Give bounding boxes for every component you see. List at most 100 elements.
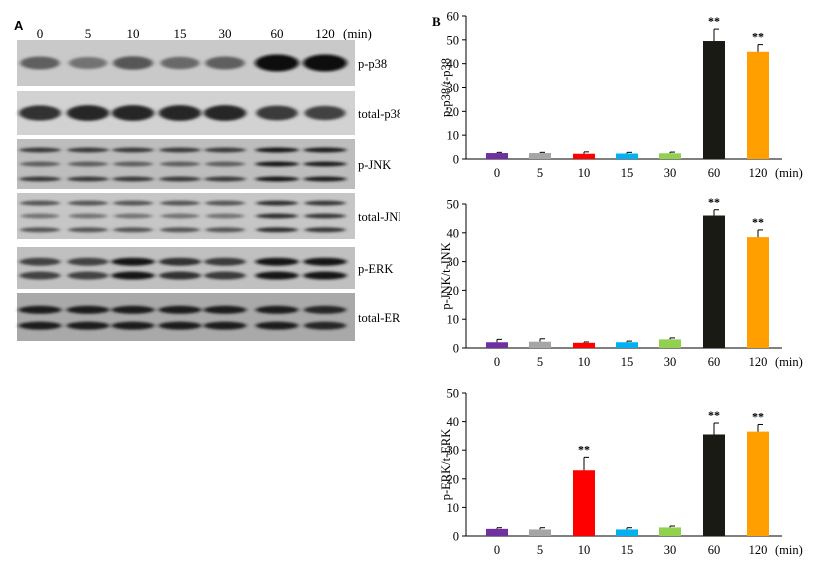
blot-band <box>256 200 298 206</box>
x-tick-label: 30 <box>664 543 677 557</box>
blot-time-label: 120 <box>315 26 335 41</box>
x-tick-label: 10 <box>578 355 591 369</box>
blot-strip: p-p38 <box>17 40 387 86</box>
blot-band <box>111 305 155 314</box>
blot-band <box>255 321 299 330</box>
blot-band <box>204 257 246 266</box>
x-tick-label: 0 <box>494 543 500 557</box>
blot-band <box>111 105 155 121</box>
blot-band <box>19 271 61 280</box>
x-tick-label: 15 <box>621 355 634 369</box>
bar <box>747 237 769 348</box>
y-tick-label: 60 <box>447 10 460 24</box>
x-tick-label: 30 <box>664 166 677 180</box>
blot-band <box>204 147 246 153</box>
bar <box>703 41 725 159</box>
bar-chart: 0 10 20 30 40 50 p-JNK/t-JNK 0 5 10 15 30 ** 60 ** 120 (… <box>439 195 803 369</box>
y-axis-label: p-JNK/t-JNK <box>439 242 453 309</box>
x-unit-label: (min) <box>775 543 803 557</box>
bar <box>573 342 595 348</box>
blot-label: total-p38 <box>358 107 400 121</box>
blot-label: total-ERK <box>358 311 400 325</box>
blot-band <box>256 105 298 121</box>
y-tick-label: 40 <box>447 226 460 240</box>
blot-band <box>159 257 201 266</box>
blot-strip: total-JNK <box>17 193 407 239</box>
blot-band <box>112 147 154 153</box>
x-tick-label: 120 <box>749 166 768 180</box>
y-tick-label: 40 <box>447 57 460 71</box>
y-tick-label: 50 <box>447 33 460 47</box>
x-tick-label: 10 <box>578 543 591 557</box>
bar <box>529 341 551 348</box>
blot-strips: p-p38 total-p38 p-JNK total-JNK p-ERK total-E… <box>17 40 409 341</box>
blot-band <box>205 56 245 70</box>
blot-background <box>17 293 355 341</box>
blot-band <box>20 161 60 167</box>
blot-band <box>68 227 108 233</box>
western-blot-figure: A 0 5 10 15 30 60 120 (min) p-p38 total-p38 p-JN… <box>14 18 409 341</box>
y-tick-label: 20 <box>447 472 460 486</box>
blot-band <box>19 257 61 266</box>
blot-band <box>304 105 346 121</box>
blot-band <box>205 213 245 219</box>
blot-band <box>304 227 346 233</box>
x-unit-label: (min) <box>775 355 803 369</box>
blot-band <box>68 56 108 70</box>
blot-band <box>67 176 109 182</box>
blot-label: total-JNK <box>358 210 400 224</box>
x-tick-label: 10 <box>578 166 591 180</box>
bar <box>529 529 551 536</box>
blot-band <box>159 176 201 182</box>
y-tick-label: 30 <box>447 255 460 269</box>
blot-band <box>68 213 108 219</box>
blot-label: p-ERK <box>358 262 393 276</box>
blot-band <box>67 257 109 266</box>
y-tick-label: 30 <box>447 81 460 95</box>
blot-band <box>160 200 200 206</box>
blot-band <box>159 271 201 280</box>
blot-strip: total-ERK <box>17 293 409 341</box>
bar <box>529 153 551 159</box>
blot-label: p-JNK <box>358 158 391 172</box>
blot-band <box>160 213 200 219</box>
x-tick-label: 0 <box>494 166 500 180</box>
bar <box>659 527 681 536</box>
x-tick-label: 5 <box>537 355 543 369</box>
significance-marker: ** <box>752 30 764 44</box>
y-tick-label: 0 <box>453 530 459 544</box>
x-tick-label: 0 <box>494 355 500 369</box>
blot-background <box>17 247 355 289</box>
blot-time-label: 10 <box>127 26 140 41</box>
blot-strip: p-ERK <box>17 247 393 289</box>
x-tick-label: 60 <box>708 166 721 180</box>
blot-band <box>203 105 247 121</box>
bar <box>486 342 508 348</box>
blot-band <box>20 213 60 219</box>
blot-band <box>255 257 299 266</box>
blot-band <box>255 54 299 72</box>
y-tick-label: 10 <box>447 501 460 515</box>
panel-b-letter: B <box>432 14 441 29</box>
y-tick-label: 0 <box>453 153 459 167</box>
blot-band <box>18 305 62 314</box>
x-tick-label: 5 <box>537 166 543 180</box>
blot-band <box>113 56 153 70</box>
blot-band <box>159 147 201 153</box>
y-tick-label: 10 <box>447 313 460 327</box>
significance-marker: ** <box>752 409 764 423</box>
y-axis-label: p-ERK/t-ERK <box>439 429 453 501</box>
y-tick-label: 50 <box>447 387 460 401</box>
blot-band <box>19 176 61 182</box>
blot-band <box>255 161 299 167</box>
y-tick-label: 20 <box>447 105 460 119</box>
blot-time-labels: 0 5 10 15 30 60 120 <box>37 26 335 41</box>
significance-marker: ** <box>752 215 764 229</box>
blot-band <box>255 271 299 280</box>
panel-a-western-blots: A 0 5 10 15 30 60 120 (min) p-p38 total-p38 p-JN… <box>0 0 409 576</box>
blot-band <box>68 200 108 206</box>
blot-band <box>160 161 200 167</box>
blot-time-unit: (min) <box>343 26 372 41</box>
bar <box>486 153 508 159</box>
